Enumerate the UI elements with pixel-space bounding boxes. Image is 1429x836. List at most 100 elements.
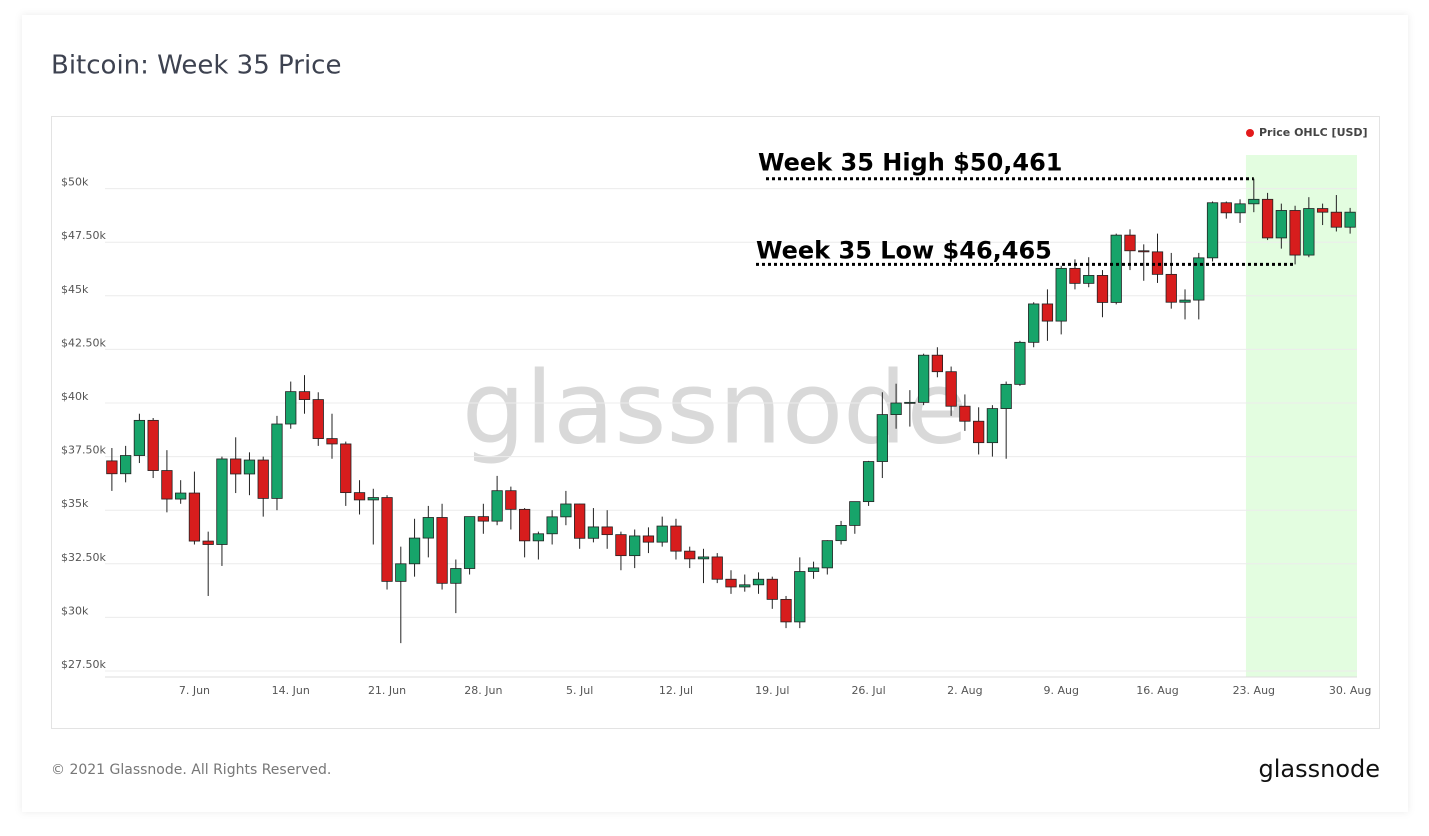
plot-frame xyxy=(51,116,1380,729)
x-tick-label: 5. Jul xyxy=(566,684,593,697)
x-tick-label: 16. Aug xyxy=(1136,684,1178,697)
candle-body xyxy=(257,459,269,499)
candle-body xyxy=(381,497,393,582)
candle-body xyxy=(1248,198,1260,205)
candle-body xyxy=(161,470,173,500)
candle-body xyxy=(876,414,888,462)
y-tick-label: $42.50k xyxy=(61,336,106,349)
x-tick-label: 30. Aug xyxy=(1329,684,1371,697)
candle-body xyxy=(752,578,765,586)
candle-body xyxy=(1330,211,1342,228)
y-tick-label: $37.50k xyxy=(61,444,106,457)
candle-body xyxy=(1083,275,1095,284)
candle-body xyxy=(904,401,916,404)
candle-body xyxy=(1069,267,1081,284)
x-tick-label: 7. Jun xyxy=(179,684,210,697)
candle-body xyxy=(340,443,352,494)
candle-body xyxy=(780,598,792,623)
x-tick-label: 12. Jul xyxy=(659,684,693,697)
candle-body xyxy=(1124,234,1136,252)
candle-body xyxy=(106,460,118,475)
candle-body xyxy=(1303,208,1315,256)
candle-body xyxy=(931,354,944,373)
candle-body xyxy=(1289,210,1301,256)
candle-body xyxy=(450,568,462,584)
candle-body xyxy=(794,571,806,623)
candle-body xyxy=(243,459,256,475)
candle-body xyxy=(587,526,600,539)
candle-body xyxy=(601,526,613,536)
candle-body xyxy=(1110,234,1122,303)
candle-body xyxy=(725,578,737,588)
candle-body xyxy=(1028,303,1040,343)
candle-body xyxy=(1344,211,1356,228)
candle-body xyxy=(1193,257,1205,301)
candle-body xyxy=(1220,202,1232,214)
candle-body xyxy=(133,419,146,456)
candle-body xyxy=(849,501,861,526)
chart-title: Bitcoin: Week 35 Price xyxy=(51,51,341,81)
candle-body xyxy=(436,517,448,584)
x-tick-label: 23. Aug xyxy=(1233,684,1275,697)
x-tick-label: 28. Jun xyxy=(464,684,502,697)
candle-body xyxy=(574,503,586,539)
annotation-text: Week 35 High $50,461 xyxy=(758,149,1063,177)
candle-body xyxy=(230,458,242,475)
candle-body xyxy=(298,391,311,400)
candle-body xyxy=(202,540,214,545)
candle-body xyxy=(491,490,503,522)
candle-body xyxy=(285,391,297,425)
candle-body xyxy=(697,556,710,560)
y-tick-label: $27.50k xyxy=(61,658,106,671)
candle-body xyxy=(422,517,434,539)
candle-body xyxy=(395,563,407,582)
candle-body xyxy=(1000,383,1012,409)
candle-body xyxy=(642,535,655,543)
candle-body xyxy=(546,516,558,535)
y-tick-label: $30k xyxy=(61,604,89,617)
legend-marker xyxy=(1246,129,1254,137)
y-tick-label: $50k xyxy=(61,176,89,189)
y-tick-label: $40k xyxy=(61,390,89,403)
candle-body xyxy=(1055,267,1067,322)
candle-body xyxy=(1041,303,1054,322)
candle-body xyxy=(945,371,957,407)
y-tick-label: $45k xyxy=(61,283,89,296)
candle-body xyxy=(1261,198,1274,239)
candle-body xyxy=(807,567,820,572)
x-tick-label: 19. Jul xyxy=(755,684,789,697)
candle-body xyxy=(353,492,366,501)
candle-body xyxy=(684,550,696,560)
footer: © 2021 Glassnode. All Rights Reserved. xyxy=(51,762,331,778)
candle-body xyxy=(973,420,985,444)
candle-body xyxy=(1165,273,1177,303)
candle-body xyxy=(615,534,627,557)
candle-body xyxy=(1316,208,1329,213)
candle-body xyxy=(312,399,324,439)
candle-body xyxy=(670,525,682,552)
candle-body xyxy=(862,461,875,503)
annotation-text: Week 35 Low $46,465 xyxy=(756,236,1052,264)
candle-body xyxy=(188,492,201,542)
candle-body xyxy=(326,438,338,445)
candle-body xyxy=(890,402,902,415)
candle-body xyxy=(821,540,833,569)
plot: glassnode$27.50k$30k$32.50k$35k$37.50k$4… xyxy=(61,126,1371,697)
candle-body xyxy=(175,492,187,500)
x-tick-label: 21. Jun xyxy=(368,684,406,697)
candle-body xyxy=(1275,210,1287,239)
candle-body xyxy=(711,556,723,580)
logo: glassnode xyxy=(1258,755,1380,783)
candle-body xyxy=(463,516,476,569)
candle-body xyxy=(1096,275,1109,303)
candle-body xyxy=(739,584,751,588)
candle-body xyxy=(216,458,228,545)
candle-body xyxy=(532,533,545,542)
candle-body xyxy=(1179,299,1191,303)
candle-body xyxy=(1014,341,1026,385)
x-tick-label: 26. Jul xyxy=(851,684,885,697)
candle-body xyxy=(986,408,999,444)
candle-body xyxy=(560,503,572,518)
y-tick-label: $32.50k xyxy=(61,551,106,564)
candle-body xyxy=(656,525,668,543)
